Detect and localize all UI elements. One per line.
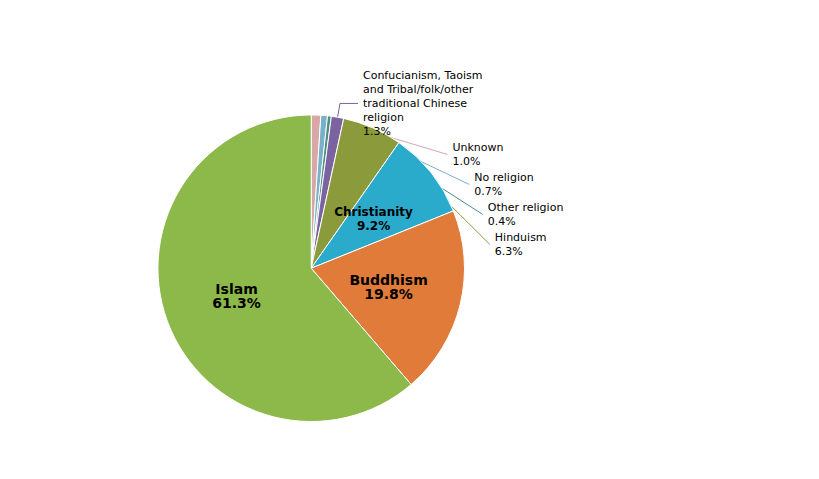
svg-text:No religion: No religion [474,171,533,184]
svg-text:Islam: Islam [215,280,258,297]
svg-text:9.2%: 9.2% [357,219,390,233]
svg-text:19.8%: 19.8% [364,286,413,302]
svg-text:Unknown: Unknown [452,141,503,154]
svg-text:1.3%: 1.3% [363,125,391,138]
svg-text:1.0%: 1.0% [452,155,480,168]
svg-text:0.7%: 0.7% [474,185,502,198]
svg-text:Buddhism: Buddhism [349,272,428,289]
svg-text:and Tribal/folk/other: and Tribal/folk/other [363,83,474,96]
svg-text:Hinduism: Hinduism [495,231,547,244]
svg-text:traditional Chinese: traditional Chinese [363,97,467,110]
svg-text:6.3%: 6.3% [495,245,523,258]
svg-text:61.3%: 61.3% [212,295,261,311]
svg-text:0.4%: 0.4% [488,215,516,228]
svg-text:Christianity: Christianity [334,205,413,219]
svg-text:Other religion: Other religion [488,201,564,214]
svg-text:Confucianism, Taoism: Confucianism, Taoism [363,69,482,82]
svg-text:religion: religion [363,111,404,124]
